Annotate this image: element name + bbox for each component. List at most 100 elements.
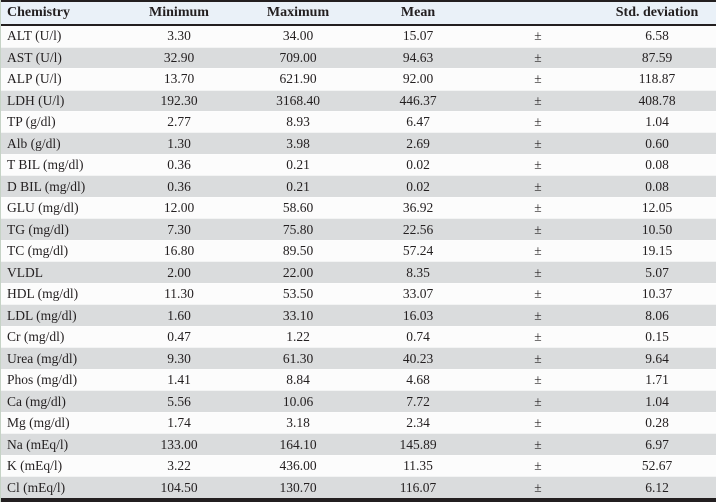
maximum-value: 3.18 xyxy=(286,415,310,431)
mean-value: 36.92 xyxy=(402,200,434,216)
table-row: Ca (mg/dl) 5.56 10.06 7.72 ±1.04 xyxy=(1,390,716,413)
analyte-label: T BIL (mg/dl) xyxy=(7,157,84,173)
mean-value: 446.37 xyxy=(399,92,437,108)
std-deviation-value: 87.59 xyxy=(641,49,673,65)
minimum-value: 11.30 xyxy=(164,286,194,302)
std-deviation-value: 0.28 xyxy=(645,415,669,431)
mean-value: 6.47 xyxy=(406,114,430,130)
column-header-minimum: Minimum xyxy=(149,5,209,20)
mean-value: 94.63 xyxy=(402,49,434,65)
plus-minus-symbol: ± xyxy=(534,436,542,452)
maximum-value: 3168.40 xyxy=(276,92,320,108)
minimum-value: 3.22 xyxy=(167,457,191,473)
std-deviation-value: 6.97 xyxy=(645,436,669,452)
minimum-value: 2.00 xyxy=(167,264,191,280)
maximum-value: 58.60 xyxy=(282,200,314,216)
analyte-label: ALT (U/l) xyxy=(7,28,62,44)
mean-value: 145.89 xyxy=(399,436,437,452)
table-row: VLDL 2.00 22.00 8.35 ±5.07 xyxy=(1,261,716,284)
maximum-value: 8.84 xyxy=(286,372,310,388)
table-row: ALT (U/l) 3.30 34.00 15.07 ±6.58 xyxy=(1,25,716,48)
analyte-label: Alb (g/dl) xyxy=(7,135,61,151)
analyte-label: LDH (U/l) xyxy=(7,92,65,108)
mean-value: 57.24 xyxy=(402,243,434,259)
mean-value: 22.56 xyxy=(402,221,434,237)
analyte-label: TG (mg/dl) xyxy=(7,221,69,237)
std-deviation-value: 52.67 xyxy=(641,457,673,473)
minimum-value: 1.30 xyxy=(167,135,191,151)
plus-minus-symbol: ± xyxy=(534,178,542,194)
analyte-label: ALP (U/l) xyxy=(7,71,62,87)
plus-minus-symbol: ± xyxy=(534,157,542,173)
std-deviation-value: 118.87 xyxy=(638,71,676,87)
table-row: Urea (mg/dl) 9.30 61.30 40.23 ±9.64 xyxy=(1,347,716,370)
minimum-value: 1.60 xyxy=(167,307,191,323)
plus-minus-symbol: ± xyxy=(534,307,542,323)
table-row: TG (mg/dl) 7.30 75.80 22.56 ±10.50 xyxy=(1,218,716,241)
minimum-value: 5.56 xyxy=(167,393,191,409)
mean-value: 92.00 xyxy=(402,71,434,87)
plus-minus-symbol: ± xyxy=(534,135,542,151)
plus-minus-symbol: ± xyxy=(534,393,542,409)
minimum-value: 1.74 xyxy=(167,415,191,431)
table-row: ALP (U/l) 13.70 621.90 92.00 ±118.87 xyxy=(1,68,716,91)
maximum-value: 8.93 xyxy=(286,114,310,130)
minimum-value: 133.00 xyxy=(160,436,198,452)
plus-minus-symbol: ± xyxy=(534,49,542,65)
maximum-value: 621.90 xyxy=(279,71,317,87)
maximum-value: 61.30 xyxy=(282,350,314,366)
plus-minus-symbol: ± xyxy=(534,457,542,473)
table-row: T BIL (mg/dl) 0.36 0.21 0.02 ±0.08 xyxy=(1,154,716,176)
analyte-label: D BIL (mg/dl) xyxy=(7,178,86,194)
mean-value: 11.35 xyxy=(403,457,433,473)
maximum-value: 0.21 xyxy=(286,178,310,194)
std-deviation-value: 0.08 xyxy=(645,157,669,173)
table-row: TC (mg/dl) 16.80 89.50 57.24 ±19.15 xyxy=(1,240,716,262)
maximum-value: 89.50 xyxy=(282,243,314,259)
mean-value: 2.69 xyxy=(406,135,430,151)
plus-minus-symbol: ± xyxy=(534,350,542,366)
mean-value: 0.02 xyxy=(406,157,430,173)
std-deviation-value: 1.04 xyxy=(645,393,669,409)
std-deviation-value: 19.15 xyxy=(641,243,673,259)
std-deviation-value: 0.08 xyxy=(645,178,669,194)
table-row: LDH (U/l) 192.30 3168.40 446.37 ±408.78 xyxy=(1,90,716,112)
mean-value: 0.74 xyxy=(406,329,430,345)
analyte-label: AST (U/l) xyxy=(7,49,62,65)
analyte-label: Phos (mg/dl) xyxy=(7,372,78,388)
minimum-value: 16.80 xyxy=(163,243,195,259)
table-row: Cl (mEq/l) 104.50 130.70 116.07 ±6.12 xyxy=(1,476,716,500)
mean-value: 8.35 xyxy=(406,264,430,280)
analyte-label: K (mEq/l) xyxy=(7,457,63,473)
plus-minus-symbol: ± xyxy=(534,221,542,237)
table-row: Na (mEq/l) 133.00 164.10 145.89 ±6.97 xyxy=(1,433,716,456)
minimum-value: 12.00 xyxy=(163,200,195,216)
analyte-label: Cr (mg/dl) xyxy=(7,329,65,345)
analyte-label: HDL (mg/dl) xyxy=(7,286,79,302)
analyte-label: TC (mg/dl) xyxy=(7,243,69,259)
minimum-value: 3.30 xyxy=(167,28,191,44)
plus-minus-symbol: ± xyxy=(534,28,542,44)
mean-value: 0.02 xyxy=(406,178,430,194)
maximum-value: 1.22 xyxy=(286,329,310,345)
plus-minus-symbol: ± xyxy=(534,329,542,345)
plus-minus-symbol: ± xyxy=(534,200,542,216)
mean-value: 33.07 xyxy=(402,286,434,302)
std-deviation-value: 8.06 xyxy=(645,307,669,323)
std-deviation-value: 1.04 xyxy=(645,114,669,130)
maximum-value: 164.10 xyxy=(279,436,317,452)
table-header-row: Chemistry Minimum Maximum Mean Std. devi… xyxy=(1,1,716,25)
plus-minus-symbol: ± xyxy=(534,114,542,130)
analyte-label: Urea (mg/dl) xyxy=(7,350,78,366)
maximum-value: 130.70 xyxy=(279,479,317,495)
maximum-value: 436.00 xyxy=(279,457,317,473)
table-row: Cr (mg/dl) 0.47 1.22 0.74 ±0.15 xyxy=(1,326,716,348)
plus-minus-symbol: ± xyxy=(534,243,542,259)
minimum-value: 32.90 xyxy=(163,49,195,65)
plus-minus-symbol: ± xyxy=(534,479,542,495)
column-header-plus-minus xyxy=(479,1,597,25)
table-row: HDL (mg/dl) 11.30 53.50 33.07 ±10.37 xyxy=(1,283,716,305)
minimum-value: 2.77 xyxy=(167,114,191,130)
table-row: GLU (mg/dl) 12.00 58.60 36.92 ±12.05 xyxy=(1,197,716,219)
